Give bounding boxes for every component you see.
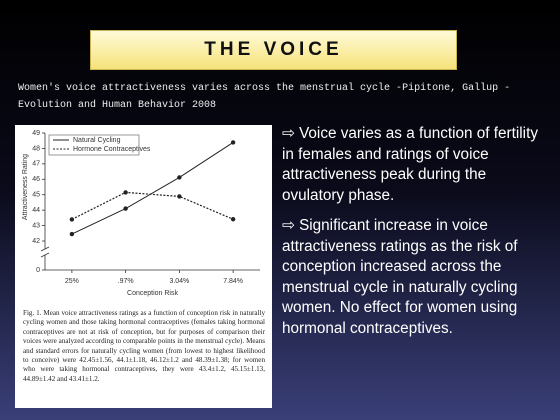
bullet: ⇨ Significant increase in voice attracti…	[282, 217, 518, 337]
series-line	[71, 141, 234, 235]
series-line	[71, 191, 234, 220]
slide-title: THE VOICE	[90, 30, 457, 70]
point	[230, 217, 236, 222]
point	[123, 206, 128, 211]
subtitle: Women's voice attractiveness varies acro…	[18, 83, 511, 111]
y-tick-label: 47	[32, 161, 40, 168]
legend-box	[48, 134, 140, 156]
legend-label: Hormone Contraceptives	[73, 146, 151, 153]
y-axis-label: Attractiveness Rating	[22, 154, 29, 220]
x-tick-label: .97%	[118, 278, 134, 285]
y-tick-label: 46	[32, 176, 40, 183]
y-tick-label: 0	[36, 267, 40, 274]
point	[69, 217, 75, 222]
caption: Fig. 1. Mean voice attractiveness rating…	[23, 309, 265, 383]
axis-break	[40, 252, 50, 258]
point	[123, 190, 128, 195]
x-tick-label: 7.84%	[223, 278, 243, 285]
legend-label: Natural Cycling	[73, 137, 121, 144]
point	[177, 194, 182, 199]
y-tick-label: 42	[32, 238, 40, 245]
y-tick-label: 43	[32, 222, 40, 229]
point	[230, 140, 236, 145]
chart: 42 43 44 45 46 47 48 49 0 Attractiveness Rating 25…	[22, 130, 260, 297]
x-tick-label: 3.04%	[169, 278, 189, 285]
y-tick-label: 44	[32, 207, 40, 214]
y-tick-label: 49	[32, 130, 40, 137]
figure-panel: 42 43 44 45 46 47 48 49 0 Attractiveness Rating 25…	[15, 125, 272, 408]
x-tick-label: 25%	[65, 278, 79, 285]
axis-break	[40, 246, 50, 252]
y-tick-label: 45	[32, 192, 40, 199]
bullets: ⇨ Voice varies as a function of fertilit…	[282, 124, 552, 349]
bullet: ⇨ Voice varies as a function of fertilit…	[282, 125, 538, 204]
point	[69, 231, 75, 237]
y-tick-label: 48	[32, 145, 40, 152]
point	[177, 175, 182, 180]
x-axis-label: Conception Risk	[127, 290, 178, 297]
